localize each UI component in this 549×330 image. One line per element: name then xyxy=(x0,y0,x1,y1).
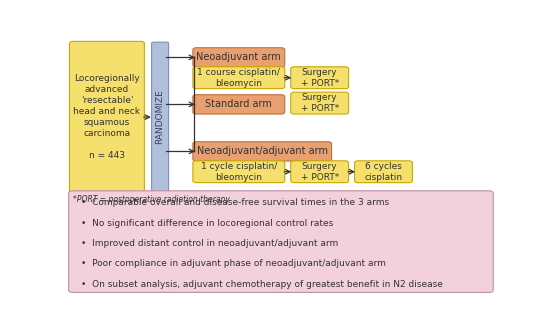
Text: Surgery
+ PORT*: Surgery + PORT* xyxy=(300,68,339,88)
Text: •  Comparable overall and disease-free survival times in the 3 arms: • Comparable overall and disease-free su… xyxy=(81,198,389,208)
FancyBboxPatch shape xyxy=(193,48,285,67)
Text: •  No significant difference in locoregional control rates: • No significant difference in locoregio… xyxy=(81,219,333,228)
Text: Standard arm: Standard arm xyxy=(205,99,272,110)
Text: •  Improved distant control in neoadjuvant/adjuvant arm: • Improved distant control in neoadjuvan… xyxy=(81,239,338,248)
Text: Surgery
+ PORT*: Surgery + PORT* xyxy=(300,93,339,113)
FancyBboxPatch shape xyxy=(193,95,285,114)
Text: •  On subset analysis, adjuvant chemotherapy of greatest benefit in N2 disease: • On subset analysis, adjuvant chemother… xyxy=(81,280,442,289)
FancyBboxPatch shape xyxy=(355,161,412,183)
Text: Neoadjuvant/adjuvant arm: Neoadjuvant/adjuvant arm xyxy=(197,147,328,156)
Text: Neoadjuvant arm: Neoadjuvant arm xyxy=(197,52,281,62)
Text: 6 cycles
cisplatin: 6 cycles cisplatin xyxy=(365,162,402,182)
FancyBboxPatch shape xyxy=(70,41,144,193)
Text: RANDOMIZE: RANDOMIZE xyxy=(155,90,165,145)
FancyBboxPatch shape xyxy=(291,92,349,114)
Text: Locoregionally
advanced
'resectable'
head and neck
squamous
carcinoma

n = 443: Locoregionally advanced 'resectable' hea… xyxy=(74,74,141,160)
FancyBboxPatch shape xyxy=(193,67,285,89)
Text: Surgery
+ PORT*: Surgery + PORT* xyxy=(300,162,339,182)
FancyBboxPatch shape xyxy=(291,161,349,183)
FancyBboxPatch shape xyxy=(152,42,169,192)
FancyBboxPatch shape xyxy=(193,161,285,183)
FancyBboxPatch shape xyxy=(193,142,332,161)
FancyBboxPatch shape xyxy=(69,191,493,292)
FancyBboxPatch shape xyxy=(291,67,349,89)
Text: 1 course cisplatin/
bleomycin: 1 course cisplatin/ bleomycin xyxy=(198,68,280,88)
Text: •  Poor compliance in adjuvant phase of neoadjuvant/adjuvant arm: • Poor compliance in adjuvant phase of n… xyxy=(81,259,385,269)
Text: *PORT = postoperative radiation therapy: *PORT = postoperative radiation therapy xyxy=(73,195,229,204)
Text: 1 cycle cisplatin/
bleomycin: 1 cycle cisplatin/ bleomycin xyxy=(201,162,277,182)
